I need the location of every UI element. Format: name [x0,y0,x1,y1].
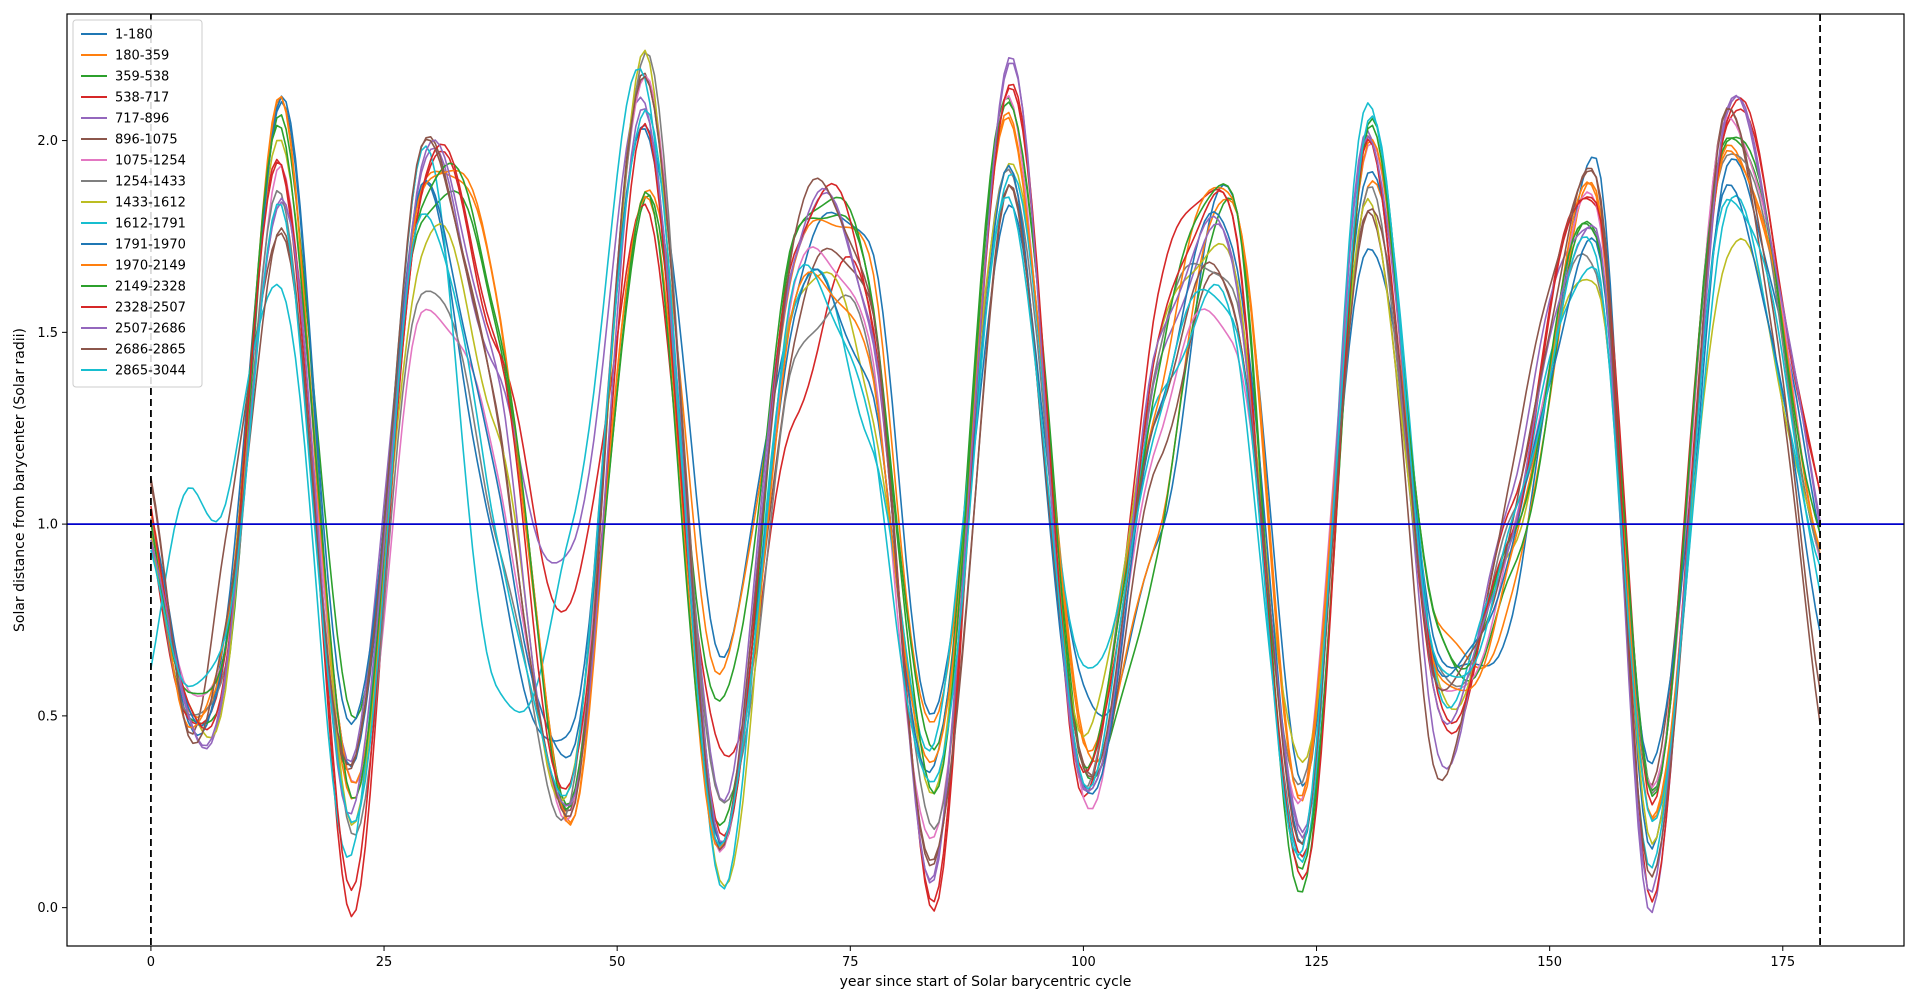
series-line [150,57,1821,893]
legend-label: 538-717 [115,91,169,106]
x-tick-label: 50 [609,955,626,970]
series-line [150,109,1821,857]
x-axis-label: year since start of Solar barycentric cy… [840,974,1132,990]
x-tick-label: 100 [1071,955,1096,970]
y-tick-label: 0.5 [37,709,58,724]
x-tick-label: 25 [376,955,393,970]
legend-label: 180-359 [115,49,169,64]
y-tick-label: 1.5 [37,326,58,341]
plot-frame [66,13,1905,947]
legend-label: 1075-1254 [115,154,186,169]
series-line [150,75,1821,878]
legend-label: 359-538 [115,70,169,85]
legend-label: 2507-2686 [115,322,186,337]
x-tick-label: 75 [842,955,859,970]
x-tick-label: 175 [1770,955,1795,970]
y-axis-ticks: 0.0 0.5 1.0 1.5 2.0 [37,134,67,916]
legend: 1-180 180-359 359-538 538-717 717-896 896-107… [72,19,203,388]
legend-label: 896-1075 [115,133,178,148]
series-layer [150,49,1821,918]
y-tick-label: 1.0 [37,518,58,533]
legend-label: 1-180 [115,28,153,43]
y-axis-label: Solar distance from barycenter (Solar ra… [12,328,28,632]
y-tick-label: 2.0 [37,134,58,149]
series-line [150,97,1821,893]
legend-label: 1254-1433 [115,175,186,190]
x-axis-ticks: 0 25 50 75 100 125 150 175 [147,946,1795,970]
legend-label: 2328-2507 [115,301,186,316]
legend-label: 1970-2149 [115,259,186,274]
x-tick-label: 125 [1304,955,1329,970]
legend-label: 717-896 [115,112,169,127]
x-tick-label: 150 [1537,955,1562,970]
legend-label: 1791-1970 [115,238,186,253]
series-line [150,101,1821,850]
legend-label: 2149-2328 [115,280,186,295]
legend-label: 1612-1791 [115,217,186,232]
x-tick-label: 0 [147,955,155,970]
y-tick-label: 0.0 [37,901,58,916]
legend-label: 2686-2865 [115,343,186,358]
legend-label: 2865-3044 [115,364,186,379]
legend-label: 1433-1612 [115,196,186,211]
legend-box [72,19,203,388]
